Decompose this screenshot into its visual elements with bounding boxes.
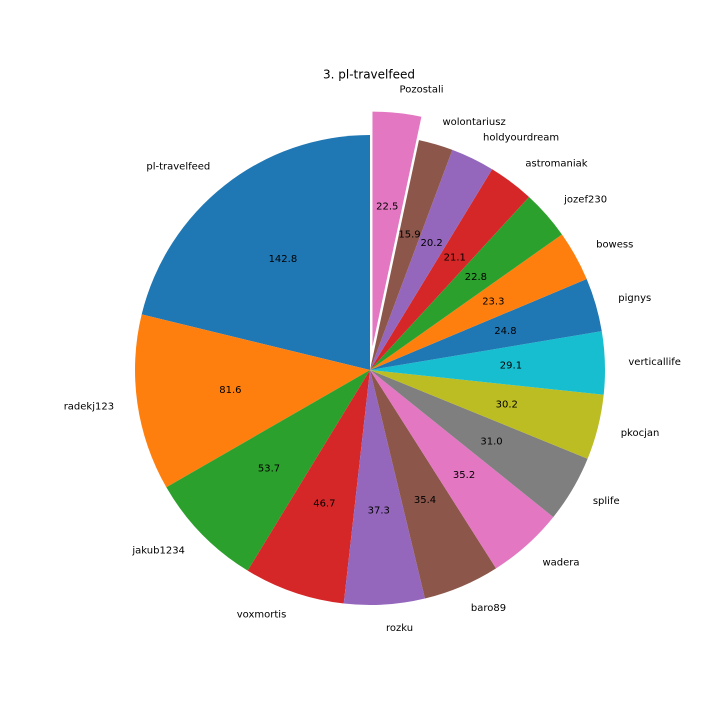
pie-slice [343,370,425,605]
value-label: 29.1 [500,361,522,372]
slice-label: splife [593,496,620,507]
value-label: 23.3 [482,297,504,308]
slice-label: voxmortis [237,610,287,621]
slice-label: pkocjan [621,428,660,439]
value-label: 31.0 [480,436,502,447]
value-label: 21.1 [444,252,466,263]
slice-label: baro89 [471,603,506,614]
slice-label: radekj123 [64,402,114,413]
value-label: 142.8 [269,254,298,265]
slice-label: jozef230 [563,194,607,205]
value-label: 35.2 [453,470,475,481]
slice-label: astromaniak [525,158,587,169]
slice-label: bowess [596,240,633,251]
pie-slice [370,370,554,569]
chart-title: 3. pl-travelfeed [323,68,415,82]
slice-label: wolontariusz [442,117,505,128]
slice-label: pl-travelfeed [146,162,210,173]
value-label: 24.8 [494,326,516,337]
pie-slice [370,370,588,518]
pie-slice [247,370,370,604]
pie-slice [135,314,370,488]
pie-slice [141,135,370,370]
value-label: 46.7 [313,498,335,509]
pie-slice [370,279,602,370]
slice-label: pignys [618,293,651,304]
slice-label: rozku [386,623,413,634]
pie-slice [370,331,605,395]
value-label: 15.9 [398,230,420,241]
value-label: 81.6 [219,385,241,396]
pie-slice [166,370,370,571]
value-label: 30.2 [496,399,518,410]
value-label: 53.7 [258,463,280,474]
value-label: 22.8 [465,272,487,283]
pie-slice [370,234,587,370]
slice-label: wadera [542,558,579,569]
slice-label: Pozostali [400,85,444,96]
slice-label: holdyourdream [483,133,559,144]
value-label: 35.4 [414,495,436,506]
pie-slice [370,169,530,370]
slice-label: verticallife [628,357,681,368]
pie-slice [370,149,493,370]
pie-slice [370,370,497,599]
value-label: 22.5 [376,201,398,212]
pie-slice [370,197,562,370]
pie-slice [370,140,453,370]
value-label: 37.3 [368,506,390,517]
slice-label: jakub1234 [131,545,185,556]
pie-slice [370,370,604,459]
pie-slice [372,111,422,347]
value-label: 20.2 [421,238,443,249]
